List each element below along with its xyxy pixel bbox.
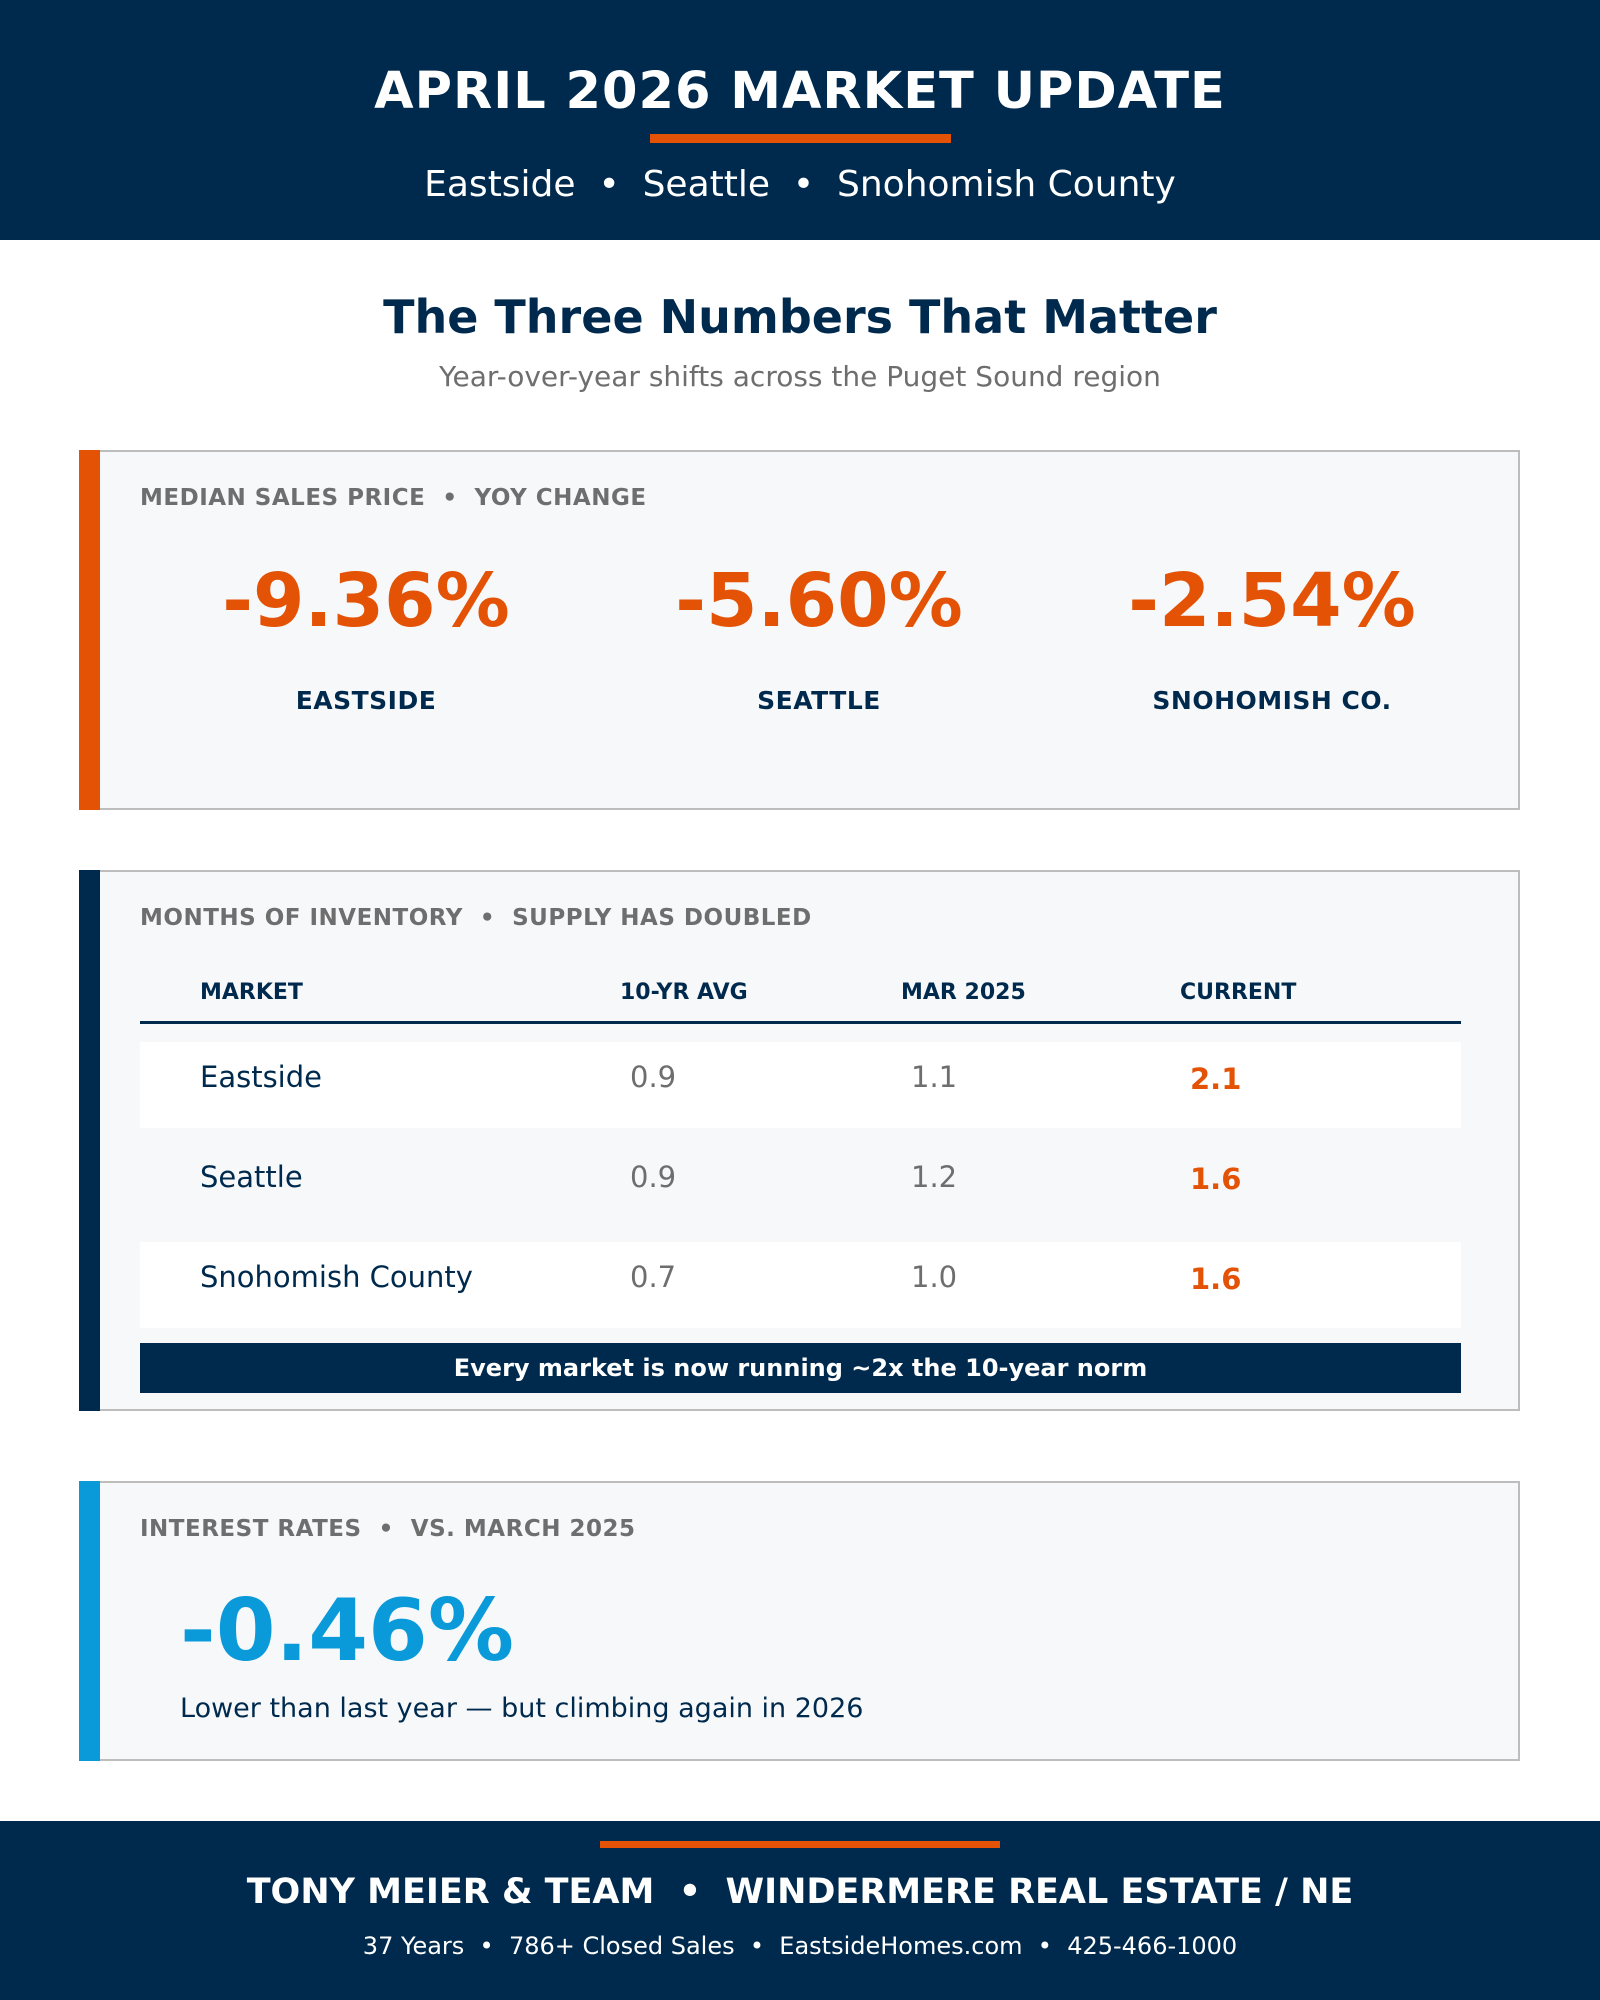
footer-details: 37 Years • 786+ Closed Sales • EastsideH…	[362, 1932, 1238, 1960]
card-label: MEDIAN SALES PRICE • YOY CHANGE	[140, 485, 647, 511]
cell-10yr-avg: 0.9	[630, 1060, 677, 1094]
cell-10yr-avg: 0.9	[630, 1160, 677, 1194]
table-row: Eastside 0.9 1.1 2.1	[140, 1042, 1461, 1128]
interest-rates-card: INTEREST RATES • VS. MARCH 2025 -0.46% L…	[79, 1481, 1520, 1761]
cell-mar-2025: 1.1	[911, 1060, 958, 1094]
stat-eastside: -9.36% EASTSIDE	[141, 564, 591, 715]
stat-snohomish: -2.54% SNOHOMISH CO.	[1047, 564, 1497, 715]
card-accent-bar	[79, 1481, 100, 1761]
cell-current: 1.6	[1190, 1262, 1242, 1296]
stat-value: -5.60%	[675, 558, 963, 644]
table-row: Snohomish County 0.7 1.0 1.6	[140, 1242, 1461, 1328]
stat-market: EASTSIDE	[295, 686, 437, 715]
stat-market: SNOHOMISH CO.	[1152, 686, 1392, 715]
median-price-card: MEDIAN SALES PRICE • YOY CHANGE -9.36% E…	[79, 450, 1520, 810]
section-subtitle: Year-over-year shifts across the Puget S…	[439, 360, 1161, 393]
footer-accent-bar	[600, 1841, 1000, 1848]
stat-value: -2.54%	[1128, 558, 1416, 644]
stat-value: -9.36%	[222, 558, 510, 644]
table-row: Seattle 0.9 1.2 1.6	[140, 1142, 1461, 1228]
column-header-mar-2025: MAR 2025	[901, 980, 1026, 1005]
section-title: The Three Numbers That Matter	[383, 290, 1217, 344]
cell-current: 2.1	[1190, 1062, 1242, 1096]
title-underline	[650, 134, 951, 143]
card-accent-bar	[79, 450, 100, 810]
rate-change-value: -0.46%	[180, 1581, 515, 1681]
inventory-banner: Every market is now running ~2x the 10-y…	[140, 1343, 1461, 1393]
card-label: INTEREST RATES • VS. MARCH 2025	[140, 1516, 636, 1542]
regions-subtitle: Eastside • Seattle • Snohomish County	[424, 164, 1176, 205]
stat-market: SEATTLE	[757, 686, 881, 715]
column-header-10yr-avg: 10-YR AVG	[620, 980, 748, 1005]
cell-market: Eastside	[200, 1060, 322, 1094]
cell-10yr-avg: 0.7	[630, 1260, 677, 1294]
column-header-current: CURRENT	[1180, 980, 1297, 1005]
cell-mar-2025: 1.2	[911, 1160, 958, 1194]
cell-current: 1.6	[1190, 1162, 1242, 1196]
header	[0, 0, 1600, 240]
card-accent-bar	[79, 870, 100, 1411]
rate-note: Lower than last year — but climbing agai…	[180, 1693, 864, 1724]
stat-seattle: -5.60% SEATTLE	[594, 564, 1044, 715]
footer-title: TONY MEIER & TEAM • WINDERMERE REAL ESTA…	[246, 1872, 1354, 1912]
cell-market: Seattle	[200, 1160, 303, 1194]
header-divider	[140, 1021, 1461, 1024]
cell-market: Snohomish County	[200, 1260, 473, 1294]
column-header-market: MARKET	[200, 980, 303, 1005]
footer	[0, 1821, 1600, 2000]
inventory-card: MONTHS OF INVENTORY • SUPPLY HAS DOUBLED…	[79, 870, 1520, 1411]
cell-mar-2025: 1.0	[911, 1260, 958, 1294]
card-label: MONTHS OF INVENTORY • SUPPLY HAS DOUBLED	[140, 905, 812, 931]
report-title: APRIL 2026 MARKET UPDATE	[374, 62, 1226, 121]
